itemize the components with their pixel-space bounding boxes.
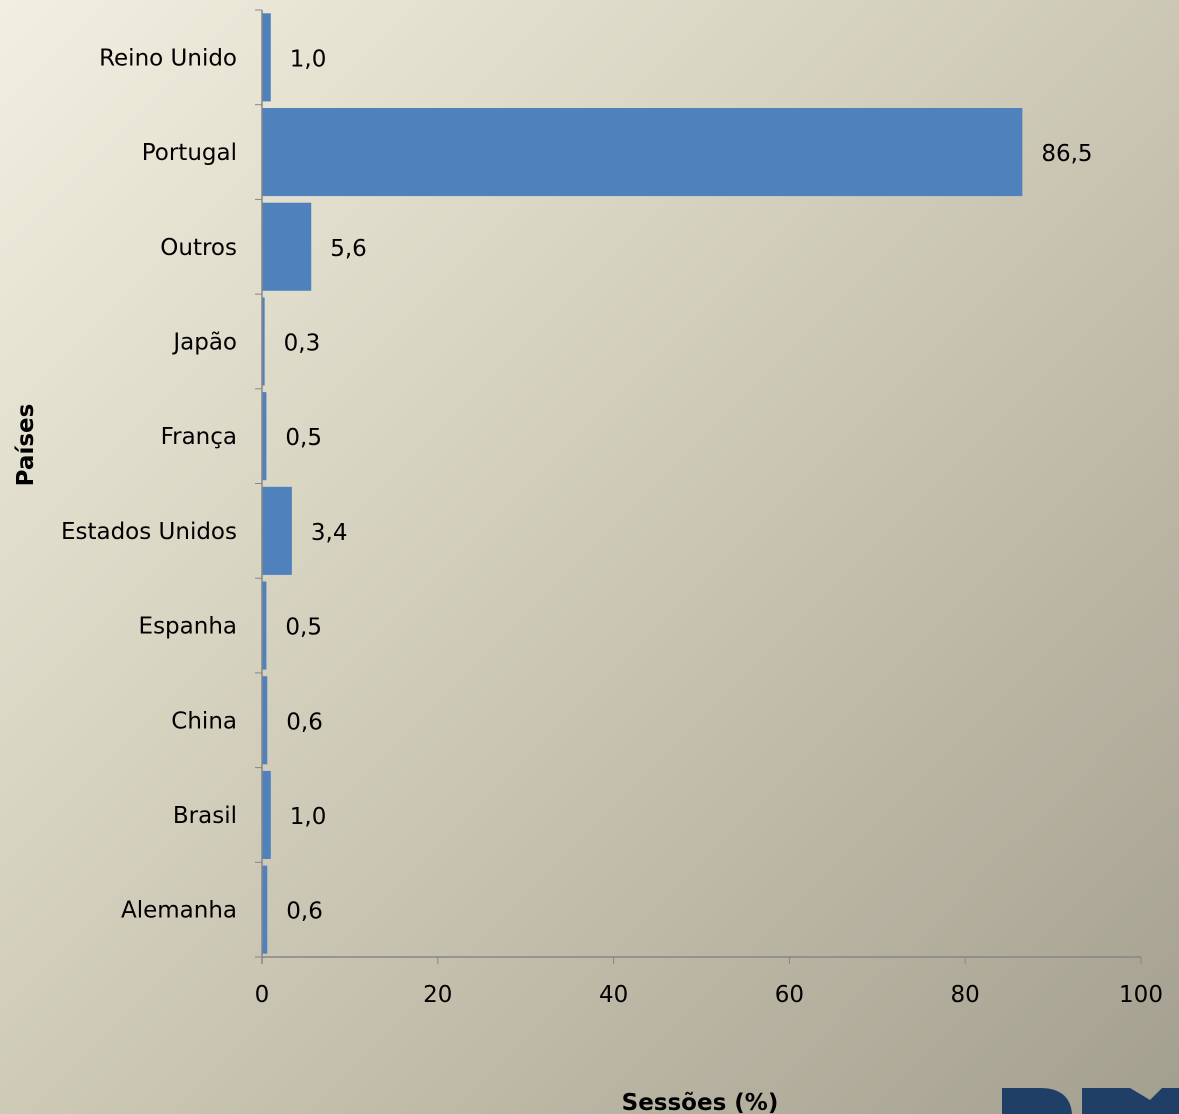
bar xyxy=(262,770,271,859)
data-label: 1,0 xyxy=(290,46,327,72)
x-tick-label: 100 xyxy=(1119,982,1163,1008)
data-label: 86,5 xyxy=(1041,141,1092,167)
x-tick-label: 0 xyxy=(255,982,270,1008)
bar xyxy=(262,202,312,291)
category-label: Alemanha xyxy=(121,898,237,924)
category-label: Portugal xyxy=(142,140,237,166)
bar xyxy=(262,865,268,954)
axes-group xyxy=(255,9,1142,964)
category-label: Estados Unidos xyxy=(61,519,237,545)
data-label: 0,6 xyxy=(286,709,323,735)
y-axis-title: Países xyxy=(13,404,39,487)
bar xyxy=(262,108,1023,197)
data-label: 0,5 xyxy=(285,425,322,451)
data-label: 0,5 xyxy=(285,615,322,641)
bar xyxy=(262,486,292,575)
logo-mark xyxy=(1002,1088,1179,1114)
data-label: 3,4 xyxy=(311,520,348,546)
x-axis-title: Sessões (%) xyxy=(622,1090,779,1114)
data-label: 0,3 xyxy=(284,330,321,356)
bar xyxy=(262,13,271,102)
category-label: Japão xyxy=(171,329,237,355)
data-label: 0,6 xyxy=(286,899,323,925)
bar xyxy=(262,581,267,670)
bar xyxy=(262,392,267,481)
category-label: Espanha xyxy=(139,614,237,640)
bar xyxy=(262,297,265,386)
category-label: França xyxy=(161,424,237,450)
x-tick-label: 60 xyxy=(775,982,804,1008)
data-label: 1,0 xyxy=(290,804,327,830)
category-label: Brasil xyxy=(173,803,237,829)
category-label: China xyxy=(171,708,237,734)
logo xyxy=(1002,1088,1179,1114)
x-tick-label: 20 xyxy=(423,982,452,1008)
labels-group: Reino Unido 1,0 Portugal 86,5 Outros 5,6 Japão… xyxy=(61,45,1163,1008)
x-tick-label: 80 xyxy=(951,982,980,1008)
bars-group xyxy=(262,13,1023,954)
category-label: Reino Unido xyxy=(99,45,237,71)
data-label: 5,6 xyxy=(330,236,367,262)
category-label: Outros xyxy=(160,235,237,261)
x-tick-label: 40 xyxy=(599,982,628,1008)
bar xyxy=(262,676,268,765)
